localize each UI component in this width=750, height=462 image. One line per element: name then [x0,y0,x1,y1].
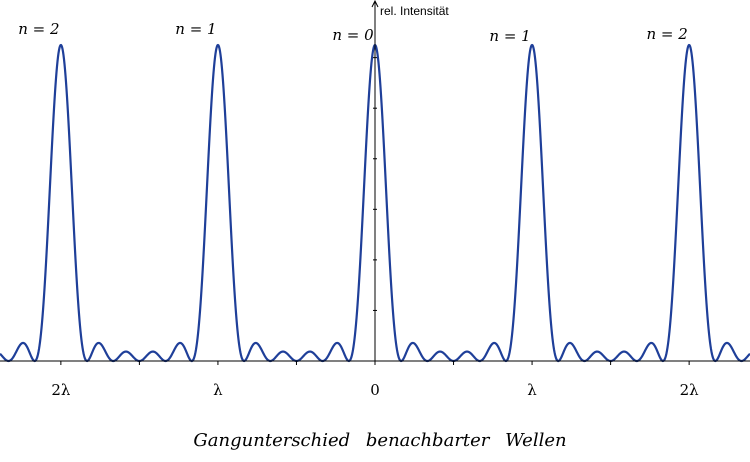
peak-order-label: n = 1 [175,20,216,38]
peak-order-label: n = 2 [18,20,59,38]
peak-order-labels: n = 2 n = 1 n = 0 n = 1 n = 2 [18,20,688,45]
x-tick-label: 2λ [680,381,700,399]
peak-order-label: n = 1 [489,27,530,45]
peak-order-label: n = 2 [646,25,687,43]
x-tick-label: 2λ [51,381,71,399]
y-axis-title: rel. Intensität [380,4,449,18]
x-tick-marks [60,361,690,365]
x-tick-labels: 2λ λ 0 λ 2λ [51,381,699,399]
x-tick-label: λ [527,381,537,399]
peak-order-label: n = 0 [332,26,374,44]
x-tick-label: λ [213,381,223,399]
y-axis-arrow-icon [371,0,379,8]
x-axis-title: Gangunterschied benachbarter Wellen [193,430,566,451]
y-tick-marks [373,57,377,311]
x-tick-label: 0 [370,381,380,399]
